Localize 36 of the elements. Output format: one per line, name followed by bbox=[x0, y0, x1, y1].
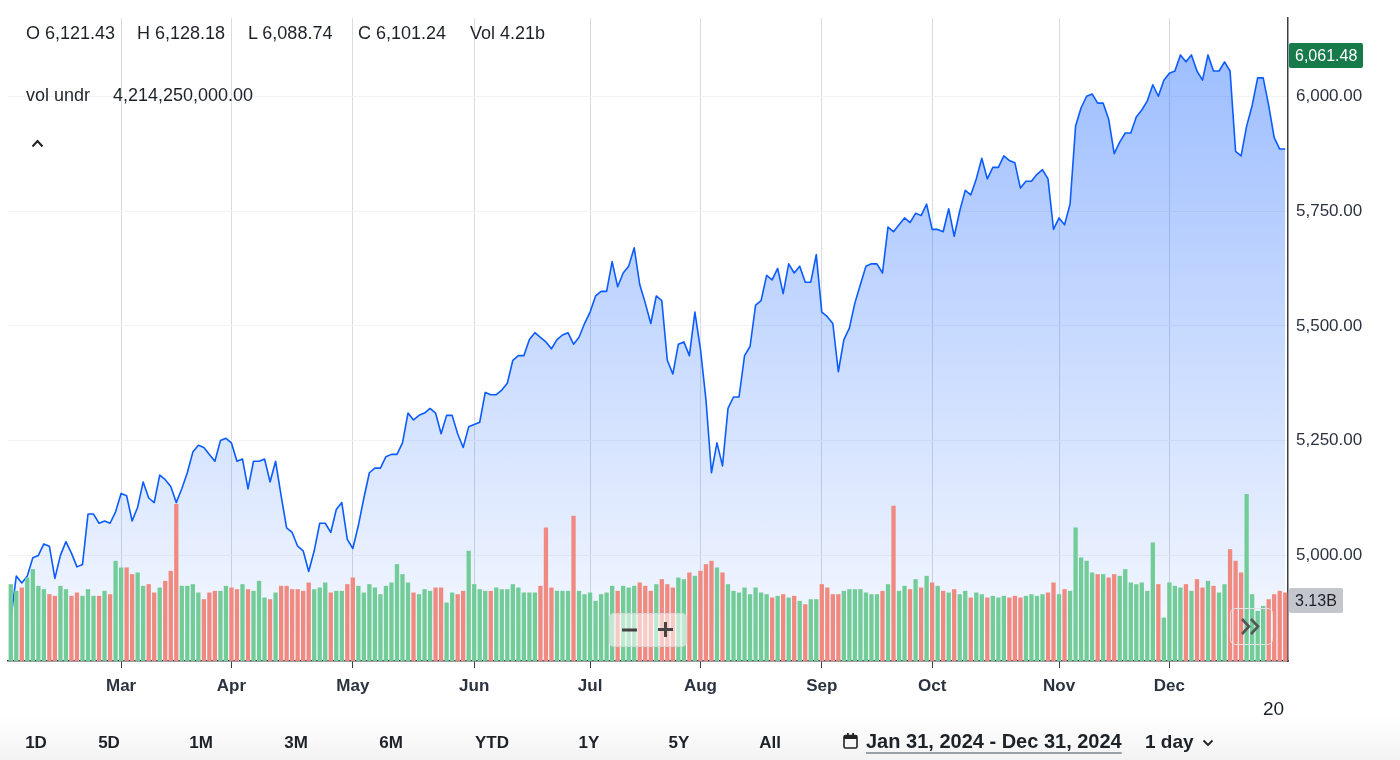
text: 5Y bbox=[668, 733, 690, 752]
x-tick-label: Jun bbox=[459, 675, 490, 695]
text: 1M bbox=[189, 733, 213, 752]
x-tick-label: Mar bbox=[105, 675, 137, 695]
x-tick-label: Apr bbox=[216, 675, 247, 695]
x-tick-label: Sep bbox=[806, 675, 838, 695]
text: YTD bbox=[475, 733, 509, 752]
y-tick-label: 6,000.00 bbox=[1296, 85, 1363, 105]
text: 1D bbox=[25, 733, 47, 752]
x-tick-label: Oct bbox=[917, 675, 947, 695]
annotation: C 6,101.24 bbox=[358, 23, 447, 43]
text: 6,061.48 bbox=[1289, 43, 1364, 68]
x-tick-label: Aug bbox=[683, 675, 717, 695]
text: 3.13B bbox=[1289, 588, 1343, 613]
x-tick-label: May bbox=[336, 675, 370, 695]
annotation: O 6,121.43 bbox=[26, 23, 116, 43]
x-tick-label: Nov bbox=[1042, 675, 1076, 695]
text: 6M bbox=[379, 733, 403, 752]
y-tick-label: 5,000.00 bbox=[1296, 545, 1363, 565]
text: 1Y bbox=[578, 733, 600, 752]
text: Jan 31, 2024 - Dec 31, 2024 bbox=[866, 730, 1122, 752]
text: 3M bbox=[284, 733, 308, 752]
y-tick-label: 5,750.00 bbox=[1296, 200, 1363, 220]
x-tick-label: Dec bbox=[1153, 675, 1185, 695]
text: 20 bbox=[1263, 698, 1285, 719]
annotation: Vol 4.21b bbox=[470, 23, 546, 43]
text: All bbox=[759, 733, 781, 752]
text: 1 day bbox=[1145, 731, 1194, 752]
annotation: H 6,128.18 bbox=[137, 23, 226, 43]
x-tick-label: Jul bbox=[577, 675, 603, 695]
text: 5D bbox=[98, 733, 120, 752]
annotation: 4,214,250,000.00 bbox=[113, 85, 254, 105]
annotation: vol undr bbox=[26, 85, 91, 105]
y-tick-label: 5,250.00 bbox=[1296, 430, 1363, 450]
annotation: L 6,088.74 bbox=[248, 23, 333, 43]
y-tick-label: 5,500.00 bbox=[1296, 315, 1363, 335]
